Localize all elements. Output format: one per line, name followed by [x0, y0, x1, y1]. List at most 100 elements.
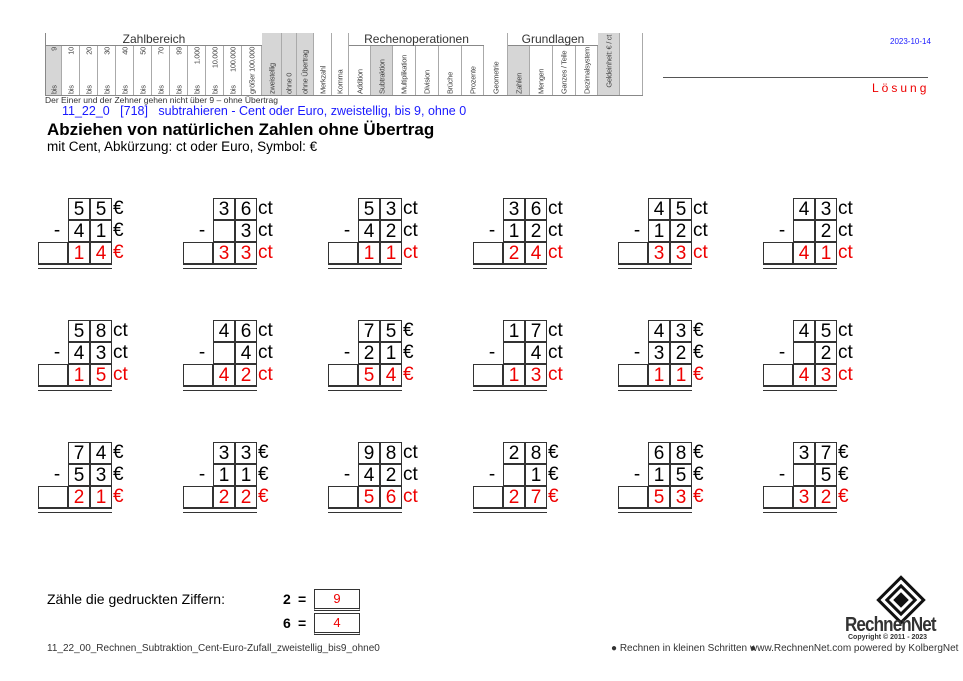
- answer-cell[interactable]: [763, 242, 793, 264]
- answer-cell[interactable]: 2: [68, 486, 90, 508]
- answer-cell[interactable]: [38, 486, 68, 508]
- subtraction-problem: 6 8 € -1 5 €5 3 €: [618, 442, 758, 514]
- answer-cell[interactable]: 4: [525, 242, 547, 264]
- subtraction-problem: 9 8 ct -4 2 ct 5 6 ct: [328, 442, 468, 514]
- unit-label: ct: [258, 342, 273, 363]
- subtraction-problem: 4 5 ct -2 ct 4 3 ct: [763, 320, 903, 392]
- answer-cell[interactable]: [328, 242, 358, 264]
- answer-cell[interactable]: [618, 364, 648, 386]
- answer-cell[interactable]: 1: [648, 364, 670, 386]
- answer-cell[interactable]: 3: [213, 242, 235, 264]
- category-cell: Subtraktion: [371, 33, 393, 95]
- subtrahend-ones: 1: [525, 464, 547, 486]
- answer-cell[interactable]: 4: [380, 364, 402, 386]
- minus-sign: -: [343, 342, 351, 363]
- count-answer-field[interactable]: 9: [314, 589, 360, 611]
- answer-cell[interactable]: [763, 364, 793, 386]
- subtraction-problem: 3 7 € -5 €3 2 €: [763, 442, 903, 514]
- category-range-value: 10.000: [210, 47, 219, 69]
- subtraction-problem: 3 6 ct -1 2 ct 2 4 ct: [473, 198, 613, 270]
- category-range-value: 100.000: [228, 47, 237, 73]
- minuend-tens: 9: [358, 442, 380, 464]
- answer-cell[interactable]: 2: [235, 364, 257, 386]
- answer-cell[interactable]: 3: [670, 486, 692, 508]
- answer-cell[interactable]: 2: [503, 242, 525, 264]
- unit-label: ct: [113, 320, 128, 341]
- subtrahend-ones: 4: [235, 342, 257, 364]
- minuend-tens: 5: [68, 198, 90, 220]
- answer-cell[interactable]: 1: [670, 364, 692, 386]
- answer-cell[interactable]: 2: [235, 486, 257, 508]
- answer-cell[interactable]: [473, 242, 503, 264]
- answer-cell[interactable]: [183, 364, 213, 386]
- answer-cell[interactable]: 1: [503, 364, 525, 386]
- answer-cell[interactable]: 5: [648, 486, 670, 508]
- count-answer-field[interactable]: 4: [314, 613, 360, 635]
- unit-label: ct: [548, 320, 563, 341]
- minus-sign: -: [778, 220, 786, 241]
- unit-label: ct: [258, 320, 273, 341]
- category-cell: Multiplikation: [393, 33, 416, 95]
- answer-cell[interactable]: [763, 486, 793, 508]
- double-underline: [183, 508, 257, 513]
- category-label: Zahlen: [514, 72, 523, 94]
- unit-label: €: [113, 220, 124, 241]
- answer-cell[interactable]: 1: [815, 242, 837, 264]
- answer-cell[interactable]: 3: [815, 364, 837, 386]
- answer-cell[interactable]: 3: [670, 242, 692, 264]
- answer-cell[interactable]: 4: [213, 364, 235, 386]
- category-label: größer 100.000: [247, 46, 256, 94]
- double-underline: [618, 264, 692, 269]
- answer-cell[interactable]: 7: [525, 486, 547, 508]
- answer-cell[interactable]: 2: [503, 486, 525, 508]
- answer-cell[interactable]: [38, 364, 68, 386]
- answer-cell[interactable]: 1: [358, 242, 380, 264]
- minuend-tens: 7: [358, 320, 380, 342]
- subtrahend-ones: 2: [525, 220, 547, 242]
- answer-cell[interactable]: 1: [68, 364, 90, 386]
- unit-label: ct: [548, 342, 563, 363]
- subtrahend-tens: 2: [358, 342, 380, 364]
- answer-cell[interactable]: 3: [525, 364, 547, 386]
- subtraction-problem: 4 6 ct -4 ct 4 2 ct: [183, 320, 323, 392]
- answer-cell[interactable]: [618, 242, 648, 264]
- answer-cell[interactable]: 2: [815, 486, 837, 508]
- answer-cell[interactable]: 4: [793, 242, 815, 264]
- unit-label: ct: [838, 198, 853, 219]
- answer-cell[interactable]: [328, 364, 358, 386]
- answer-cell[interactable]: 6: [380, 486, 402, 508]
- answer-cell[interactable]: 5: [358, 486, 380, 508]
- answer-cell[interactable]: 4: [793, 364, 815, 386]
- answer-cell[interactable]: [38, 242, 68, 264]
- answer-cell[interactable]: [618, 486, 648, 508]
- unit-label: ct: [838, 342, 853, 363]
- answer-cell[interactable]: 4: [90, 242, 112, 264]
- count-label: Zähle die gedruckten Ziffern:: [47, 591, 225, 607]
- minus-sign: -: [778, 464, 786, 485]
- footer-slogan: ● Rechnen in kleinen Schritten ●: [611, 643, 756, 654]
- unit-label: €: [693, 342, 704, 363]
- answer-cell[interactable]: 3: [648, 242, 670, 264]
- answer-cell[interactable]: [473, 486, 503, 508]
- category-label: bis: [102, 85, 111, 94]
- category-cell: 100.000 bis: [224, 33, 242, 95]
- answer-cell[interactable]: 5: [358, 364, 380, 386]
- answer-cell[interactable]: [473, 364, 503, 386]
- category-cell: Division: [416, 33, 439, 95]
- answer-cell[interactable]: 5: [90, 364, 112, 386]
- unit-label: €: [113, 198, 124, 219]
- answer-cell[interactable]: [183, 242, 213, 264]
- answer-cell[interactable]: 1: [68, 242, 90, 264]
- answer-cell[interactable]: [328, 486, 358, 508]
- category-cell: ohne 0: [282, 33, 297, 95]
- footer-website[interactable]: www.RechnenNet.com powered by KolbergNet: [750, 643, 959, 654]
- answer-cell[interactable]: 1: [380, 242, 402, 264]
- answer-cell[interactable]: [183, 486, 213, 508]
- answer-cell[interactable]: 3: [793, 486, 815, 508]
- double-underline: [763, 386, 837, 391]
- subtrahend-ones: 2: [670, 220, 692, 242]
- answer-cell[interactable]: 1: [90, 486, 112, 508]
- answer-cell[interactable]: 3: [235, 242, 257, 264]
- answer-cell[interactable]: 2: [213, 486, 235, 508]
